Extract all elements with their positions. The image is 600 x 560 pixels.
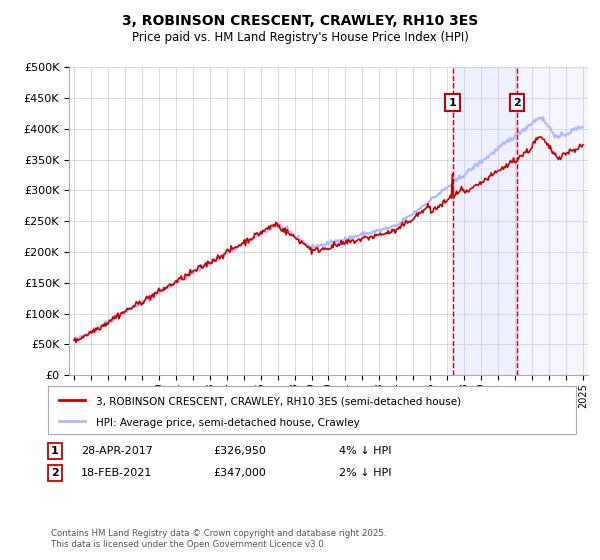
Text: 28-APR-2017: 28-APR-2017 — [81, 446, 153, 456]
Text: 4% ↓ HPI: 4% ↓ HPI — [339, 446, 391, 456]
Bar — [452, 67, 517, 375]
Text: £347,000: £347,000 — [213, 468, 266, 478]
Text: Price paid vs. HM Land Registry's House Price Index (HPI): Price paid vs. HM Land Registry's House … — [131, 31, 469, 44]
Text: 18-FEB-2021: 18-FEB-2021 — [81, 468, 152, 478]
Text: 2: 2 — [513, 97, 521, 108]
Text: 1: 1 — [449, 97, 457, 108]
Text: 2% ↓ HPI: 2% ↓ HPI — [339, 468, 391, 478]
Text: 3, ROBINSON CRESCENT, CRAWLEY, RH10 3ES: 3, ROBINSON CRESCENT, CRAWLEY, RH10 3ES — [122, 14, 478, 28]
Text: £326,950: £326,950 — [213, 446, 266, 456]
Text: Contains HM Land Registry data © Crown copyright and database right 2025.
This d: Contains HM Land Registry data © Crown c… — [51, 529, 386, 549]
Bar — [517, 67, 592, 375]
Text: 3, ROBINSON CRESCENT, CRAWLEY, RH10 3ES (semi-detached house): 3, ROBINSON CRESCENT, CRAWLEY, RH10 3ES … — [95, 396, 461, 407]
Text: 2: 2 — [51, 468, 59, 478]
Text: HPI: Average price, semi-detached house, Crawley: HPI: Average price, semi-detached house,… — [95, 418, 359, 428]
Text: 1: 1 — [51, 446, 59, 456]
